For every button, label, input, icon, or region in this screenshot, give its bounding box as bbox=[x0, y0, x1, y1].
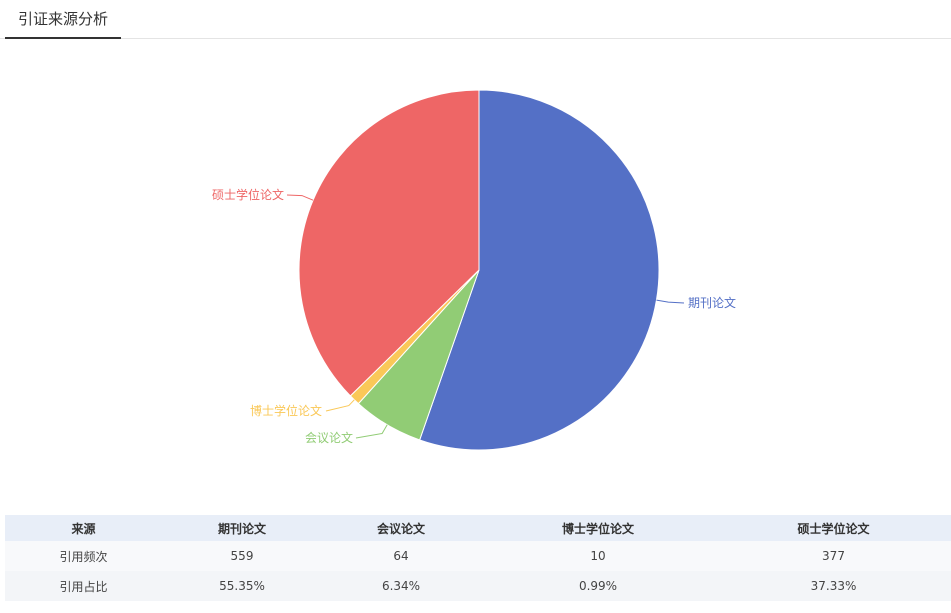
table-cell: 37.33% bbox=[716, 571, 951, 601]
tab-citation-source-analysis[interactable]: 引证来源分析 bbox=[5, 0, 121, 39]
table-cell: 55.35% bbox=[162, 571, 322, 601]
table-header-cell: 期刊论文 bbox=[162, 515, 322, 541]
table-cell: 64 bbox=[322, 541, 480, 571]
table-cell: 559 bbox=[162, 541, 322, 571]
table-row: 引用频次 559 64 10 377 bbox=[5, 541, 951, 571]
table-header-cell: 来源 bbox=[5, 515, 162, 541]
table-header-row: 来源 期刊论文 会议论文 博士学位论文 硕士学位论文 bbox=[5, 515, 951, 541]
pie-slice-label: 期刊论文 bbox=[688, 295, 736, 310]
table-header-cell: 博士学位论文 bbox=[480, 515, 716, 541]
table-cell: 377 bbox=[716, 541, 951, 571]
pie-label-line bbox=[325, 399, 355, 412]
pie-label-line bbox=[656, 299, 685, 304]
table-header-cell: 会议论文 bbox=[322, 515, 480, 541]
pie-label-line bbox=[355, 424, 388, 439]
table-cell: 引用占比 bbox=[5, 571, 162, 601]
table-header-cell: 硕士学位论文 bbox=[716, 515, 951, 541]
tab-bar: 引证来源分析 bbox=[0, 0, 951, 39]
pie-slice-label: 博士学位论文 bbox=[250, 403, 322, 418]
table-cell: 10 bbox=[480, 541, 716, 571]
table-cell: 引用频次 bbox=[5, 541, 162, 571]
table-cell: 0.99% bbox=[480, 571, 716, 601]
pie-slice-label: 会议论文 bbox=[305, 430, 353, 445]
table-cell: 6.34% bbox=[322, 571, 480, 601]
pie-label-line bbox=[286, 194, 314, 201]
pie-slice-label: 硕士学位论文 bbox=[212, 187, 284, 202]
citation-source-table: 来源 期刊论文 会议论文 博士学位论文 硕士学位论文 引用频次 559 64 1… bbox=[5, 515, 951, 601]
table-row: 引用占比 55.35% 6.34% 0.99% 37.33% bbox=[5, 571, 951, 601]
